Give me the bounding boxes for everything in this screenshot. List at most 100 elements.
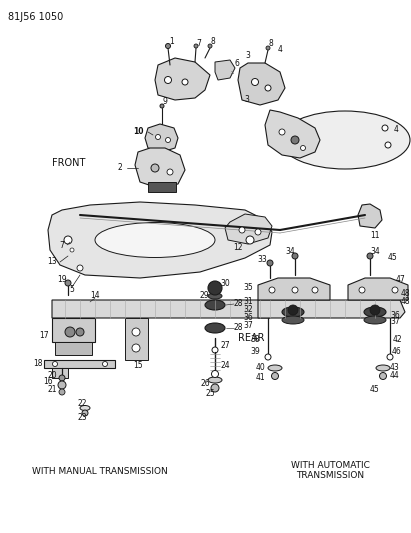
Text: 30: 30 (220, 279, 230, 288)
Text: 1: 1 (170, 37, 174, 46)
Ellipse shape (280, 111, 410, 169)
Circle shape (70, 248, 74, 252)
Text: 42: 42 (392, 335, 402, 344)
Circle shape (160, 104, 164, 108)
Text: 44: 44 (390, 372, 400, 381)
Polygon shape (125, 318, 148, 360)
Ellipse shape (364, 307, 386, 317)
Polygon shape (155, 58, 210, 100)
Circle shape (132, 328, 140, 336)
Ellipse shape (282, 316, 304, 324)
Text: 41: 41 (255, 373, 265, 382)
Polygon shape (135, 148, 185, 188)
Circle shape (65, 327, 75, 337)
Text: x: x (231, 69, 233, 75)
Polygon shape (265, 110, 320, 158)
Text: 14: 14 (90, 290, 100, 300)
Text: 36: 36 (390, 311, 400, 319)
Text: WITH MANUAL TRANSMISSION: WITH MANUAL TRANSMISSION (32, 467, 168, 477)
Circle shape (265, 85, 271, 91)
Circle shape (300, 146, 305, 150)
Circle shape (269, 287, 275, 293)
Polygon shape (52, 300, 275, 318)
Circle shape (359, 287, 365, 293)
Circle shape (102, 361, 108, 367)
Ellipse shape (364, 316, 386, 324)
Text: FRONT: FRONT (52, 158, 85, 168)
Polygon shape (348, 278, 408, 300)
Circle shape (212, 347, 218, 353)
Circle shape (211, 384, 219, 392)
Text: 16: 16 (43, 377, 53, 386)
Circle shape (208, 281, 222, 295)
Text: TRANSMISSION: TRANSMISSION (296, 471, 364, 480)
Text: 3: 3 (245, 52, 250, 61)
Circle shape (292, 287, 298, 293)
Ellipse shape (205, 300, 225, 310)
Circle shape (77, 265, 83, 271)
Circle shape (182, 79, 188, 85)
Text: 29: 29 (199, 292, 209, 301)
Text: WITH AUTOMATIC: WITH AUTOMATIC (291, 461, 369, 470)
Polygon shape (258, 300, 405, 318)
Text: 8: 8 (269, 39, 273, 49)
Circle shape (367, 253, 373, 259)
Text: 22: 22 (77, 400, 87, 408)
Circle shape (59, 389, 65, 395)
Text: 8: 8 (210, 37, 215, 46)
Text: 35: 35 (243, 284, 253, 293)
Circle shape (387, 354, 393, 360)
Text: 20: 20 (47, 370, 57, 379)
Text: 32: 32 (243, 305, 253, 314)
Text: 40: 40 (255, 364, 265, 373)
Text: 23: 23 (77, 414, 87, 423)
Circle shape (382, 125, 388, 131)
Circle shape (82, 410, 88, 416)
Text: 24: 24 (220, 360, 230, 369)
Circle shape (212, 370, 219, 377)
Text: 28: 28 (233, 300, 243, 309)
Text: 25: 25 (205, 389, 215, 398)
Polygon shape (44, 360, 115, 368)
Polygon shape (55, 342, 92, 355)
Circle shape (252, 78, 259, 85)
Circle shape (312, 287, 318, 293)
Text: 26: 26 (200, 378, 210, 387)
Text: 46: 46 (392, 348, 402, 357)
Circle shape (167, 169, 173, 175)
Circle shape (155, 134, 161, 140)
Circle shape (385, 142, 391, 148)
Circle shape (291, 136, 299, 144)
Text: 17: 17 (39, 330, 49, 340)
Ellipse shape (282, 307, 304, 317)
Circle shape (288, 305, 298, 315)
Text: 11: 11 (370, 230, 380, 239)
Text: 81J56 1050: 81J56 1050 (8, 12, 63, 22)
Text: 13: 13 (47, 257, 57, 266)
Circle shape (265, 354, 271, 360)
Circle shape (239, 227, 245, 233)
Text: 4: 4 (277, 45, 282, 54)
Text: 15: 15 (133, 360, 143, 369)
Ellipse shape (268, 365, 282, 371)
Polygon shape (52, 368, 68, 378)
Text: 3: 3 (245, 95, 249, 104)
Polygon shape (358, 204, 382, 228)
Bar (148, 182, 176, 192)
Polygon shape (238, 63, 285, 105)
Ellipse shape (80, 406, 90, 410)
Text: 2: 2 (118, 164, 122, 173)
Text: 39: 39 (250, 348, 260, 357)
Text: 9: 9 (163, 98, 167, 107)
Text: 33: 33 (257, 255, 267, 264)
Text: 31: 31 (243, 297, 253, 306)
Ellipse shape (205, 323, 225, 333)
Polygon shape (225, 214, 272, 244)
Circle shape (379, 373, 386, 379)
Circle shape (166, 44, 171, 49)
Text: 7: 7 (196, 38, 201, 47)
Text: REAR: REAR (238, 333, 265, 343)
Text: 12: 12 (233, 244, 243, 253)
Text: 34: 34 (370, 247, 380, 256)
Text: 48: 48 (400, 288, 410, 297)
